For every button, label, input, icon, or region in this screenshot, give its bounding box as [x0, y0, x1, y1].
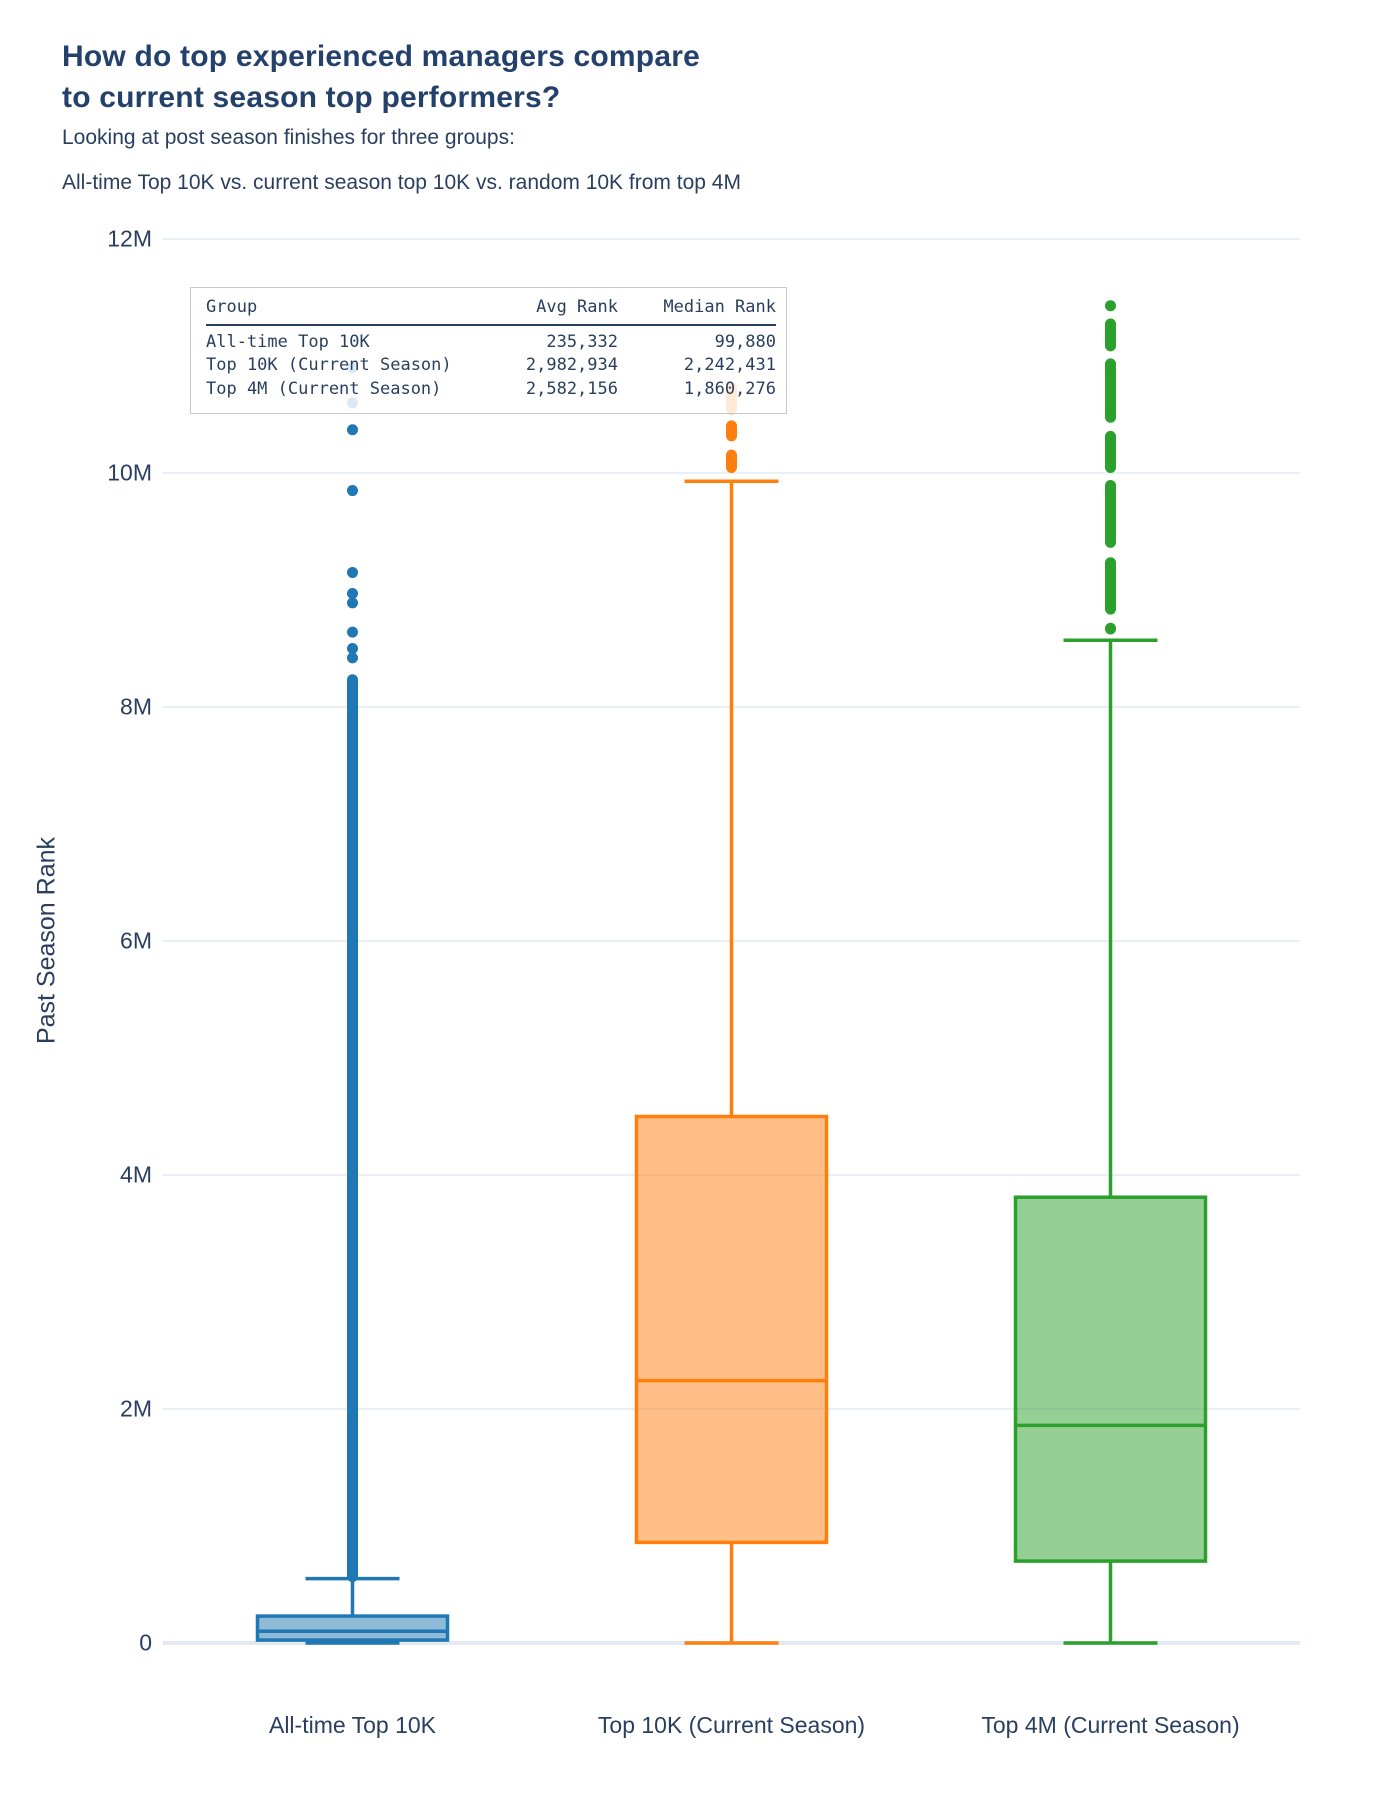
outlier-dot — [347, 485, 358, 497]
y-tick-label: 12M — [107, 225, 152, 252]
outlier-stack — [347, 674, 358, 1583]
box — [634, 1114, 829, 1545]
table-header-median: Median Rank — [663, 297, 776, 317]
page-title-line2: to current season top performers? — [62, 81, 561, 114]
outlier-dot — [347, 643, 358, 654]
box — [255, 1614, 450, 1642]
table-cell-group: All-time Top 10K — [206, 331, 370, 352]
outlier-stack — [1105, 430, 1116, 473]
table-cell-avg: 2,582,156 — [525, 378, 618, 399]
outlier-stack — [1105, 557, 1116, 615]
y-axis-title: Past Season Rank — [32, 836, 61, 1045]
table-cell-group: Top 10K (Current Season) — [206, 355, 452, 375]
y-tick-label: 4M — [120, 1161, 152, 1188]
table-header-row: Group Avg Rank Median Rank — [206, 296, 776, 320]
table-cell-median: 2,242,431 — [683, 355, 776, 375]
outlier-stack — [1105, 358, 1116, 423]
x-tick-label: Top 4M (Current Season) — [981, 1712, 1240, 1738]
table-row: All-time Top 10K 235,332 99,880 — [206, 331, 776, 355]
y-tick-label: 10M — [107, 459, 152, 486]
page-title-line1: How do top experienced managers compare — [62, 40, 700, 73]
page-title: How do top experienced managers compare … — [62, 36, 700, 118]
outlier-stack — [1105, 622, 1116, 635]
outlier-dot — [347, 588, 358, 600]
outlier-dot — [347, 424, 358, 436]
table-cell-median: 1,860,276 — [683, 378, 776, 399]
table-cell-avg: 2,982,934 — [525, 355, 618, 375]
table-cell-median: 99,880 — [714, 331, 776, 352]
y-tick-label: 2M — [120, 1395, 152, 1422]
outlier-stack — [1105, 318, 1116, 352]
table-cell-group: Top 4M (Current Season) — [206, 378, 442, 399]
outlier-stack — [726, 420, 737, 442]
x-tick-label: Top 10K (Current Season) — [597, 1712, 866, 1738]
x-tick-label: All-time Top 10K — [268, 1712, 437, 1738]
summary-table: Group Avg Rank Median Rank All-time Top … — [190, 287, 787, 414]
outlier-stack — [726, 449, 737, 473]
y-tick-label: 8M — [120, 693, 152, 720]
table-row: Top 10K (Current Season) 2,982,934 2,242… — [206, 354, 776, 378]
subtitle-line2: All-time Top 10K vs. current season top … — [62, 171, 741, 194]
y-tick-label: 6M — [120, 927, 152, 954]
box — [1013, 1195, 1208, 1563]
outlier-dot — [347, 626, 358, 638]
outlier-dot — [1105, 300, 1116, 312]
y-tick-label: 0 — [139, 1629, 152, 1656]
subtitle-line1: Looking at post season finishes for thre… — [62, 126, 515, 149]
table-row: Top 4M (Current Season) 2,582,156 1,860,… — [206, 378, 776, 402]
outlier-dot — [347, 566, 358, 578]
outlier-dot — [347, 597, 358, 609]
table-header-group: Group — [206, 297, 258, 317]
outlier-dot — [347, 652, 358, 664]
table-header-avg: Avg Rank — [536, 297, 618, 317]
table-separator — [206, 323, 776, 326]
table-cell-avg: 235,332 — [546, 331, 618, 352]
outlier-stack — [1105, 480, 1116, 548]
